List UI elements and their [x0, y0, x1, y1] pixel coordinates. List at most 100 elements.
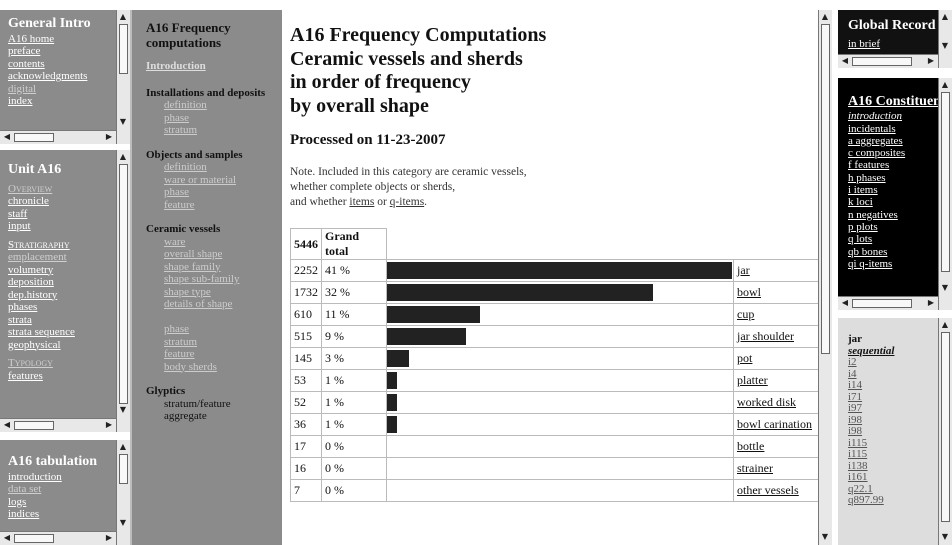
constituent-link[interactable]: i items — [848, 184, 878, 197]
unit-link[interactable]: phases — [8, 301, 38, 313]
shape-link[interactable]: worked disk — [737, 395, 796, 409]
unit-link[interactable]: geophysical — [8, 338, 61, 351]
tabulation-link[interactable]: data set — [8, 483, 42, 495]
scroll-thumb[interactable] — [14, 421, 54, 430]
nav-section-link[interactable]: shape type — [164, 285, 211, 298]
jar-list-scrollbar[interactable]: ▲ ▼ — [938, 318, 952, 545]
scroll-up-icon[interactable]: ▲ — [941, 320, 949, 329]
jar-item-link[interactable]: i97 — [848, 402, 863, 414]
scroll-thumb[interactable] — [941, 332, 950, 522]
jar-item-link[interactable]: i98 — [848, 425, 863, 437]
constituent-link[interactable]: qb bones — [848, 245, 888, 258]
constituent-link[interactable]: k loci — [848, 196, 873, 209]
items-link[interactable]: items — [349, 196, 375, 208]
jar-item-link[interactable]: i115 — [848, 448, 868, 460]
tabulation-link[interactable]: logs — [8, 495, 27, 508]
unit-hscrollbar[interactable]: ◀ ▶ — [0, 418, 116, 432]
nav-section-link[interactable]: phase — [164, 111, 190, 124]
shape-link[interactable]: jar shoulder — [737, 329, 794, 343]
tabulation-hscrollbar[interactable]: ◀ ▶ — [0, 531, 116, 545]
scroll-up-icon[interactable]: ▲ — [941, 80, 949, 89]
scroll-thumb[interactable] — [14, 133, 54, 142]
scroll-thumb[interactable] — [852, 299, 912, 308]
scroll-thumb[interactable] — [821, 24, 830, 354]
shape-link[interactable]: bottle — [737, 439, 765, 453]
shape-link[interactable]: platter — [737, 373, 768, 387]
general-link[interactable]: acknowledgments — [8, 70, 88, 82]
scroll-up-icon[interactable]: ▲ — [119, 12, 127, 21]
general-intro-scrollbar[interactable]: ▲ ▼ — [116, 10, 130, 144]
constituent-link[interactable]: q lots — [848, 233, 873, 246]
nav-section-link[interactable]: phase — [164, 186, 190, 198]
nav-section-link[interactable]: feature — [164, 348, 195, 360]
constituent-link[interactable]: c composites — [848, 147, 906, 160]
scroll-thumb[interactable] — [852, 57, 912, 66]
nav-section-link[interactable]: stratum/feature — [164, 397, 231, 410]
shape-link[interactable]: other vessels — [737, 483, 799, 497]
constituent-link[interactable]: incidentals — [848, 122, 896, 135]
jar-item-link[interactable]: i4 — [848, 367, 857, 380]
scroll-thumb[interactable] — [119, 24, 128, 74]
unit-link[interactable]: staff — [8, 207, 28, 220]
constituents-hscrollbar[interactable]: ◀ ▶ — [838, 296, 938, 310]
scroll-up-icon[interactable]: ▲ — [119, 442, 127, 451]
sequential-link[interactable]: sequential — [848, 344, 895, 357]
shape-link[interactable]: bowl carination — [737, 417, 812, 431]
constituent-link[interactable]: a aggregates — [848, 134, 903, 147]
q-items-link[interactable]: q-items — [389, 196, 425, 208]
unit-link[interactable]: Typology — [8, 357, 53, 369]
scroll-right-icon[interactable]: ▶ — [105, 420, 113, 429]
nav-section-link[interactable]: ware or material — [164, 173, 237, 186]
tabulation-link[interactable]: introduction — [8, 470, 62, 483]
jar-item-link[interactable]: i138 — [848, 459, 868, 472]
global-hscrollbar[interactable]: ◀ ▶ — [838, 54, 938, 68]
unit-link[interactable]: features — [8, 369, 43, 382]
shape-link[interactable]: strainer — [737, 461, 773, 475]
unit-link[interactable]: deposition — [8, 276, 54, 288]
scroll-up-icon[interactable]: ▲ — [119, 152, 127, 161]
scroll-left-icon[interactable]: ◀ — [841, 298, 849, 307]
scroll-left-icon[interactable]: ◀ — [3, 533, 11, 542]
constituent-link[interactable]: introduction — [848, 110, 902, 123]
unit-link[interactable]: input — [8, 220, 31, 232]
constituent-link[interactable]: h phases — [848, 171, 886, 184]
unit-link[interactable]: Overview — [8, 182, 53, 195]
tabulation-scrollbar[interactable]: ▲ ▼ — [116, 440, 130, 545]
general-link[interactable]: contents — [8, 57, 45, 70]
scroll-down-icon[interactable]: ▼ — [119, 117, 127, 126]
general-link[interactable]: index — [8, 95, 33, 107]
constituent-link[interactable]: f features — [848, 159, 890, 172]
scroll-up-icon[interactable]: ▲ — [941, 12, 949, 21]
general-intro-hscrollbar[interactable]: ◀ ▶ — [0, 130, 116, 144]
global-scrollbar[interactable]: ▲ ▼ — [938, 10, 952, 68]
scroll-up-icon[interactable]: ▲ — [821, 12, 829, 21]
nav-section-link[interactable]: phase — [164, 323, 190, 335]
jar-item-link[interactable]: q897.99 — [848, 494, 884, 506]
jar-item-link[interactable]: i161 — [848, 471, 868, 483]
scroll-right-icon[interactable]: ▶ — [105, 132, 113, 141]
jar-item-link[interactable]: i115 — [848, 436, 868, 449]
in-brief-link[interactable]: in brief — [848, 38, 881, 50]
scroll-down-icon[interactable]: ▼ — [941, 283, 949, 292]
nav-section-link[interactable]: ware — [164, 235, 186, 248]
constituents-scrollbar[interactable]: ▲ ▼ — [938, 78, 952, 310]
scroll-left-icon[interactable]: ◀ — [841, 56, 849, 65]
shape-link[interactable]: bowl — [737, 285, 761, 299]
jar-item-link[interactable]: q22.1 — [848, 482, 873, 495]
general-link[interactable]: digital — [8, 82, 37, 95]
unit-link[interactable]: Stratigraphy — [8, 238, 70, 251]
main-scrollbar[interactable]: ▲ ▼ — [818, 10, 832, 545]
unit-scrollbar[interactable]: ▲ ▼ — [116, 150, 130, 432]
nav-section-link[interactable]: aggregate — [164, 410, 207, 422]
nav-section-link[interactable]: stratum — [164, 335, 197, 348]
nav-section-link[interactable]: body sherds — [164, 360, 217, 373]
scroll-thumb[interactable] — [14, 534, 54, 543]
jar-item-link[interactable]: i2 — [848, 356, 857, 368]
scroll-right-icon[interactable]: ▶ — [105, 533, 113, 542]
nav-section-link[interactable]: overall shape — [164, 248, 223, 260]
nav-section-link[interactable]: shape sub-family — [164, 273, 240, 285]
unit-link[interactable]: strata — [8, 313, 32, 326]
shape-link[interactable]: jar — [737, 263, 750, 277]
scroll-left-icon[interactable]: ◀ — [3, 420, 11, 429]
nav-section-link[interactable]: definition — [164, 161, 207, 173]
